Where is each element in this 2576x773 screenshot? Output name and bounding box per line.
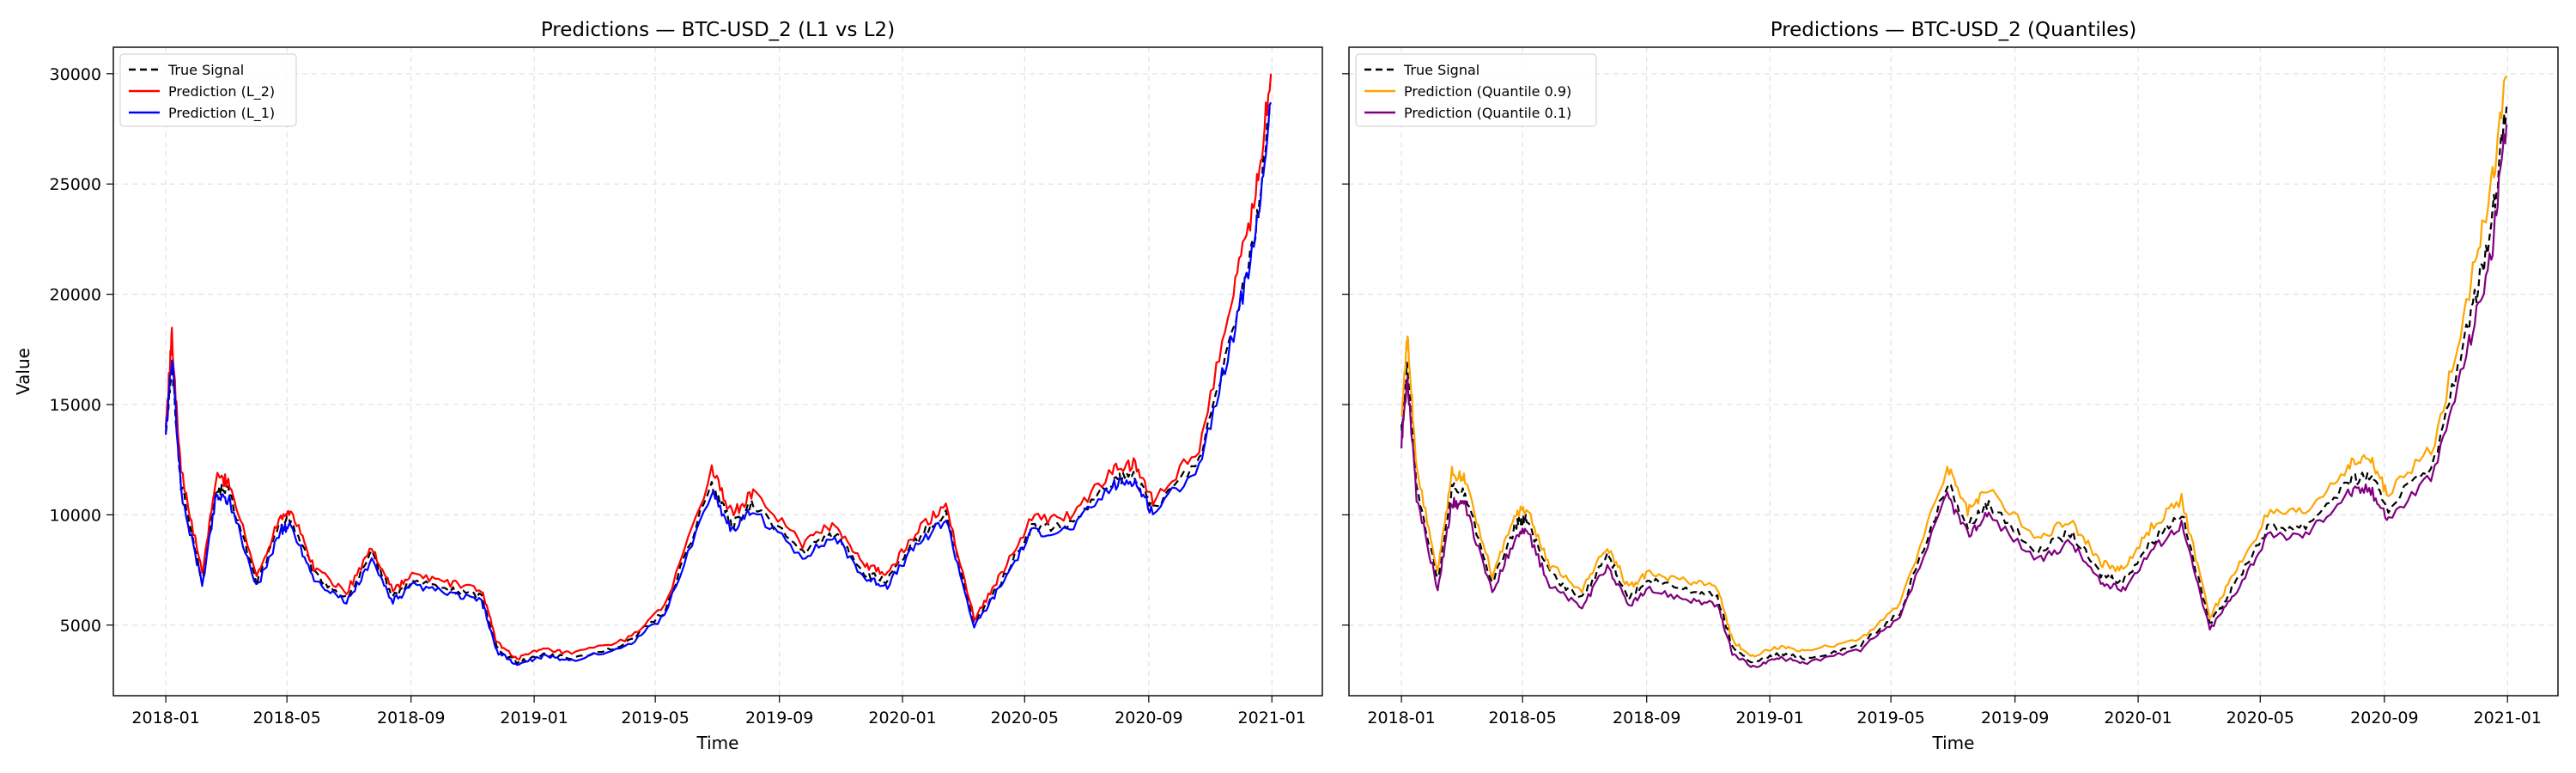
- x-tick-label: 2020-05: [991, 709, 1059, 727]
- x-tick-label: 2019-05: [621, 709, 689, 727]
- x-tick-label: 2018-01: [1367, 709, 1435, 727]
- x-tick-label: 2020-09: [1115, 709, 1182, 727]
- series-line-prediction-l-1: [165, 101, 1273, 666]
- chart-panel-quantiles: 2018-01 2018-05 2018-09 2019-01 2019-05 2019-…: [1342, 19, 2559, 753]
- legend-label: True Signal: [1403, 62, 1479, 78]
- x-tick-label: 2021-01: [1238, 709, 1306, 727]
- y-tick-label: 25000: [50, 175, 101, 194]
- x-ticks: 2018-01 2018-05 2018-09 2019-01 2019-05 2019-…: [1367, 696, 2542, 727]
- series-lines: [165, 73, 1273, 666]
- grid: [113, 47, 1322, 696]
- x-tick-label: 2019-01: [500, 709, 568, 727]
- y-ticks: 5000 10000 15000 20000 25000 30000: [50, 65, 113, 636]
- x-ticks: 2018-01 2018-05 2018-09 2019-01 2019-05 2019-…: [131, 696, 1306, 727]
- x-tick-label: 2018-05: [252, 709, 320, 727]
- series-lines: [1400, 75, 2508, 668]
- x-axis-label: Time: [1932, 733, 1975, 753]
- x-tick-label: 2019-09: [1981, 709, 2049, 727]
- x-tick-label: 2019-05: [1856, 709, 1924, 727]
- grid: [1349, 47, 2558, 696]
- y-tick-label: 10000: [50, 506, 101, 525]
- legend-box: [1355, 53, 1597, 127]
- legend: True Signal Prediction (L_2) Prediction (L…: [119, 53, 297, 127]
- x-tick-label: 2020-09: [2350, 709, 2418, 727]
- x-tick-label: 2019-09: [745, 709, 813, 727]
- legend-label: Prediction (L_2): [168, 83, 275, 100]
- x-tick-label: 2020-01: [868, 709, 936, 727]
- x-tick-label: 2019-01: [1735, 709, 1803, 727]
- plot-frame: [112, 46, 1323, 697]
- series-line-prediction-l-2: [165, 73, 1273, 660]
- x-tick-label: 2021-01: [2474, 709, 2542, 727]
- legend-label: Prediction (Quantile 0.1): [1404, 105, 1571, 121]
- x-tick-label: 2020-01: [2104, 709, 2172, 727]
- plot-frame: [1348, 46, 2559, 697]
- y-tick-label: 5000: [60, 617, 101, 636]
- y-tick-label: 15000: [50, 396, 101, 415]
- legend-label: True Signal: [167, 62, 244, 78]
- legend-label: Prediction (Quantile 0.9): [1404, 83, 1571, 100]
- chart-title: Predictions — BTC-USD_2 (Quantiles): [1771, 19, 2137, 41]
- x-tick-label: 2020-05: [2227, 709, 2294, 727]
- y-tick-label: 20000: [50, 286, 101, 305]
- chart-panel-l1-vs-l2: 2018-01 2018-05 2018-09 2019-01 2019-05 2019-…: [13, 19, 1323, 753]
- x-tick-label: 2018-09: [377, 709, 445, 727]
- y-axis-label: Value: [13, 348, 33, 395]
- series-line-prediction-quantile-0-1: [1400, 124, 2508, 668]
- legend-label: Prediction (L_1): [168, 105, 275, 122]
- legend: True Signal Prediction (Quantile 0.9) Pred…: [1355, 53, 1597, 127]
- y-tick-label: 30000: [50, 65, 101, 84]
- series-line-prediction-quantile-0-9: [1400, 75, 2508, 658]
- y-ticks: [1342, 73, 1349, 626]
- x-tick-label: 2018-09: [1613, 709, 1680, 727]
- x-tick-label: 2018-01: [131, 709, 199, 727]
- x-tick-label: 2018-05: [1488, 709, 1556, 727]
- chart-title: Predictions — BTC-USD_2 (L1 vs L2): [541, 19, 895, 41]
- legend-box: [119, 53, 297, 127]
- series-line-true-signal: [1400, 107, 2508, 664]
- x-axis-label: Time: [696, 733, 739, 753]
